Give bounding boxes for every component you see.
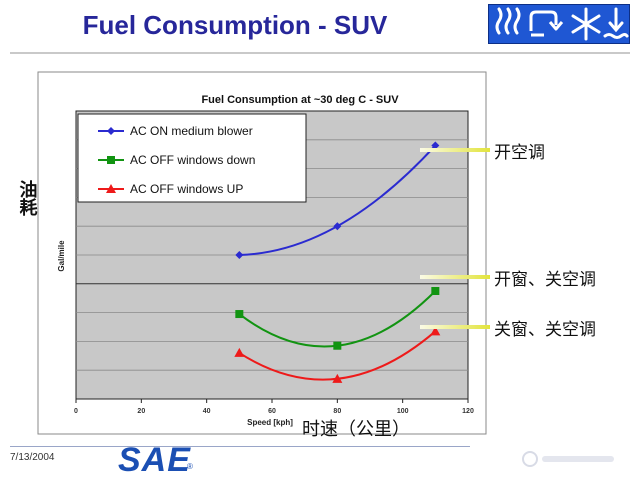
- legend-label: AC ON medium blower: [130, 124, 253, 138]
- x-tick-label: 40: [203, 408, 211, 415]
- snowflake-icon: [571, 7, 601, 41]
- data-point: [235, 310, 244, 319]
- callout-ac-on-label: 开空调: [494, 143, 545, 163]
- legend-marker: [107, 127, 115, 135]
- legend-label: AC OFF windows UP: [130, 182, 243, 196]
- heat-icon: [495, 7, 521, 35]
- sae-registered-mark: ®: [187, 462, 193, 471]
- slide-title: Fuel Consumption - SUV: [82, 10, 388, 40]
- data-point: [430, 326, 441, 336]
- climate-icons-panel: [488, 4, 630, 44]
- data-point: [235, 251, 244, 259]
- data-point: [431, 141, 440, 150]
- data-point: [431, 287, 440, 295]
- data-point: [234, 347, 245, 357]
- legend: AC ON medium blower AC OFF windows down AC…: [77, 113, 307, 203]
- x-tick-label: 100: [397, 408, 409, 415]
- x-axis-label-cn: 时速（公里）: [302, 419, 410, 440]
- x-tick-label: 0: [74, 408, 78, 415]
- watermark-icon: [522, 451, 614, 467]
- footer-divider: [10, 446, 470, 447]
- legend-box: [77, 113, 307, 203]
- x-tick-label: 20: [137, 408, 145, 415]
- callout-windows-down-label: 开窗、关空调: [494, 270, 596, 290]
- chart-title: Fuel Consumption at ~30 deg C - SUV: [201, 94, 399, 106]
- x-tick-label: 80: [333, 408, 341, 415]
- footer-date: 7/13/2004: [10, 452, 55, 463]
- callout-windows-up: 关窗、关空调: [420, 320, 596, 340]
- recirculation-icon: [529, 10, 564, 37]
- legend-marker: [107, 156, 115, 164]
- data-point: [333, 341, 342, 350]
- y-axis-label: Gal/mile: [57, 240, 66, 272]
- callout-windows-down: 开窗、关空调: [420, 270, 596, 290]
- title-divider: [10, 52, 630, 54]
- fuel-consumption-chart: Fuel Consumption at ~30 deg C - SUV Gal/…: [17, 71, 596, 440]
- water-level-icon: [603, 7, 629, 39]
- callout-windows-up-label: 关窗、关空调: [494, 320, 596, 340]
- x-tick-label: 120: [462, 408, 474, 415]
- x-tick-label: 60: [268, 408, 276, 415]
- data-point: [332, 373, 343, 383]
- x-axis-label: Speed [kph]: [247, 418, 293, 427]
- y-axis-label-cn: 油耗: [17, 179, 38, 216]
- legend-marker: [106, 184, 116, 193]
- callout-ac-on: 开空调: [420, 143, 545, 163]
- data-point: [333, 222, 342, 231]
- sae-logo: SAE: [118, 441, 191, 479]
- legend-label: AC OFF windows down: [130, 153, 255, 167]
